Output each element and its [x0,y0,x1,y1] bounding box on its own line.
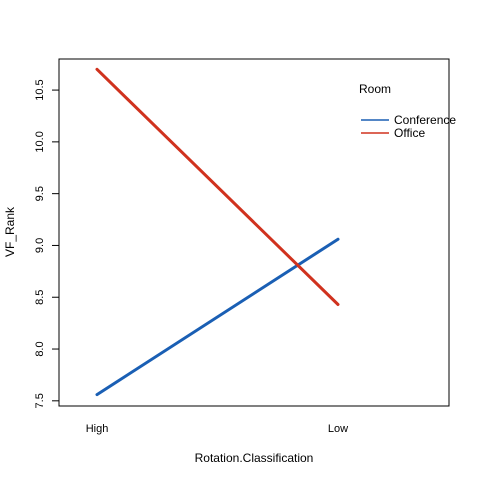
plot-frame [58,58,450,407]
series-line-conference [95,237,340,397]
x-tick-label-low: Low [328,423,348,435]
x-tick-label-high: High [86,423,109,435]
series-layer [95,67,340,397]
legend-label-conference: Conference [394,113,456,127]
y-tick-label: 9.5 [34,186,46,201]
y-tick-label: 8.0 [34,341,46,356]
y-axis-title: VF_Rank [3,206,17,257]
y-tick-label: 10.5 [34,79,46,100]
legend-title: Room [359,82,391,96]
x-axis: High Low [86,423,348,435]
legend-label-office: Office [394,126,425,140]
y-tick-label: 7.5 [34,393,46,408]
legend: Room Conference Office [359,82,456,140]
series-line-office [95,67,340,306]
x-axis-title: Rotation.Classification [195,451,314,465]
y-tick-label: 8.5 [34,290,46,305]
y-tick-label: 10.0 [34,131,46,152]
y-tick-label: 9.0 [34,238,46,253]
y-axis: 7.5 8.0 8.5 9.0 9.5 10.0 10.5 [34,79,60,408]
